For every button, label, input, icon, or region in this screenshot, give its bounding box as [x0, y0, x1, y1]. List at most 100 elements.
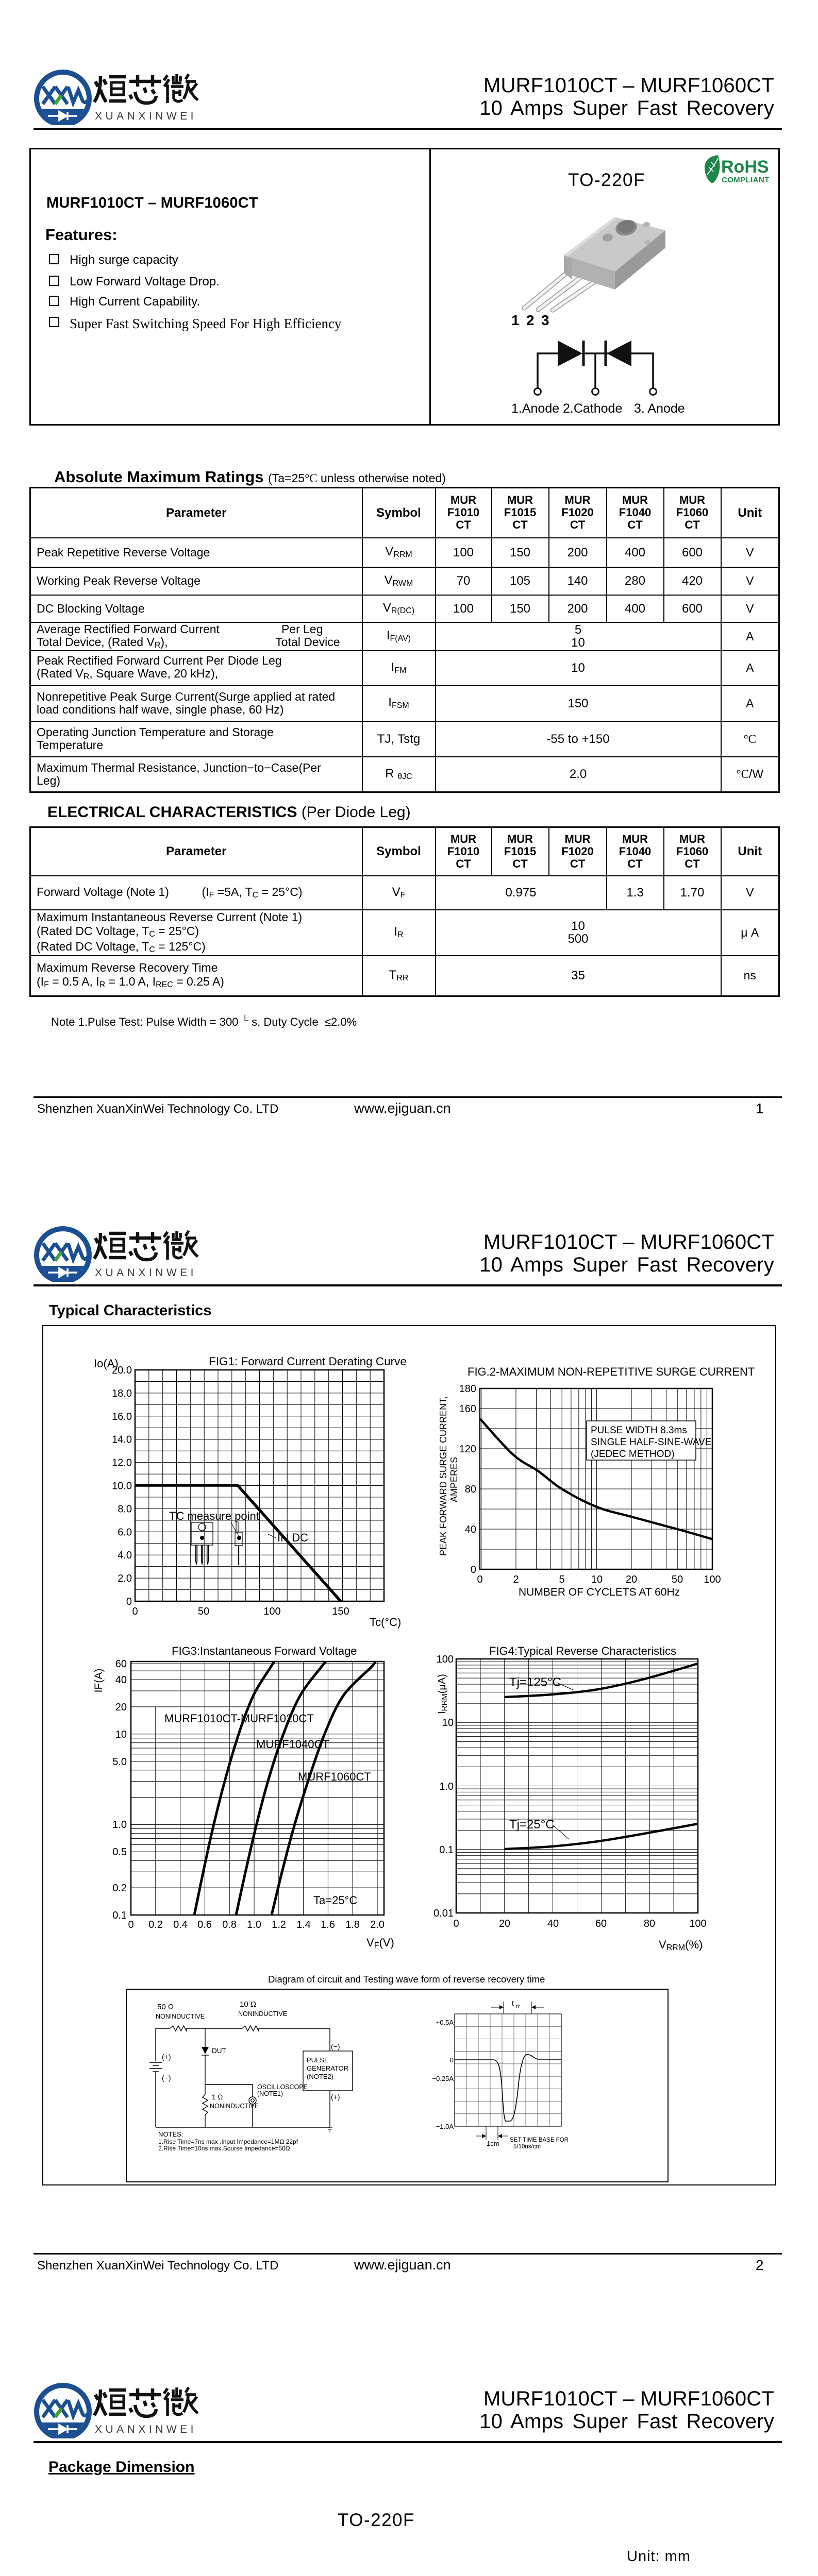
svg-text:TC measure point: TC measure point	[169, 1510, 259, 1522]
svg-text:0.6: 0.6	[197, 1919, 212, 1930]
svg-text:MURF1060CT: MURF1060CT	[298, 1770, 371, 1783]
svg-text:Io(A): Io(A)	[94, 1357, 119, 1370]
svg-text:0: 0	[453, 1918, 459, 1929]
svg-text:Tc(°C): Tc(°C)	[370, 1616, 401, 1629]
svg-text:16.0: 16.0	[112, 1411, 132, 1422]
svg-text:COMPLIANT: COMPLIANT	[722, 176, 770, 184]
svg-text:0.2: 0.2	[148, 1919, 163, 1930]
svg-text:14.0: 14.0	[112, 1434, 132, 1446]
svg-text:12.0: 12.0	[112, 1458, 132, 1469]
svg-text:FIG.2-MAXIMUM NON-REPETITIVE: FIG.2-MAXIMUM NON-REPETITIVE SURGE CURRE…	[468, 1365, 755, 1378]
svg-text:1cm: 1cm	[487, 2140, 499, 2147]
svg-text:IRRM(μA): IRRM(μA)	[437, 1674, 449, 1714]
svg-text:20: 20	[626, 1574, 637, 1585]
svg-text:150: 150	[332, 1606, 349, 1617]
svg-text:1.0: 1.0	[439, 1781, 454, 1792]
svg-text:rr: rr	[516, 2004, 520, 2010]
svg-text:2.Rise Time=10ns max.Sourse Im: 2.Rise Time=10ns max.Sourse Impedance=50…	[158, 2145, 290, 2152]
svg-text:PULSE: PULSE	[307, 2056, 329, 2064]
svg-text:t: t	[512, 1999, 514, 2007]
svg-text:18.0: 18.0	[112, 1388, 132, 1399]
svg-text:4.0: 4.0	[118, 1550, 132, 1561]
svg-text:100: 100	[263, 1606, 280, 1617]
svg-text:1.2: 1.2	[272, 1919, 286, 1930]
svg-text:FIG1: Forward Current Deratin: FIG1: Forward Current Derating Curve	[209, 1355, 407, 1368]
svg-text:60: 60	[115, 1658, 127, 1670]
svg-text:−0.25A: −0.25A	[432, 2075, 454, 2082]
svg-text:SET TIME BASE FOR: SET TIME BASE FOR	[510, 2137, 569, 2143]
svg-text:20: 20	[499, 1918, 510, 1929]
svg-text:100: 100	[689, 1918, 706, 1929]
svg-text:Ta=25°C: Ta=25°C	[313, 1894, 357, 1907]
svg-text:1 Ω: 1 Ω	[212, 2093, 223, 2101]
svg-text:0.4: 0.4	[173, 1919, 188, 1930]
svg-text:(+): (+)	[331, 2093, 340, 2101]
svg-text:8.0: 8.0	[118, 1503, 132, 1515]
svg-text:VF(V): VF(V)	[366, 1936, 394, 1950]
svg-text:(−): (−)	[331, 2042, 340, 2050]
svg-text:2.0: 2.0	[370, 1919, 385, 1930]
svg-text:10: 10	[591, 1574, 603, 1585]
svg-text:50 Ω: 50 Ω	[157, 2003, 174, 2011]
svg-text:NOTES:: NOTES:	[158, 2130, 183, 2138]
svg-text:10.0: 10.0	[112, 1481, 132, 1492]
svg-text:SINGLE HALF-SINE-WAVE: SINGLE HALF-SINE-WAVE	[591, 1437, 711, 1448]
svg-text:10: 10	[442, 1717, 454, 1728]
svg-text:80: 80	[644, 1918, 655, 1929]
svg-text:0.2: 0.2	[112, 1883, 127, 1894]
svg-text:0: 0	[132, 1606, 138, 1617]
svg-text:1.6: 1.6	[321, 1919, 335, 1930]
svg-text:+0.5A: +0.5A	[436, 2019, 454, 2026]
svg-text:40: 40	[115, 1674, 127, 1686]
svg-text:IN DC: IN DC	[277, 1531, 308, 1544]
svg-text:0: 0	[477, 1574, 482, 1585]
svg-text:20: 20	[115, 1702, 127, 1713]
svg-text:120: 120	[459, 1444, 476, 1455]
svg-text:5: 5	[559, 1574, 564, 1585]
svg-text:OSCILLOSCOPE: OSCILLOSCOPE	[257, 2083, 308, 2091]
svg-text:10 Ω: 10 Ω	[240, 2000, 256, 2009]
svg-text:20.0: 20.0	[112, 1365, 132, 1376]
svg-text:80: 80	[465, 1484, 476, 1495]
svg-text:AMPERES: AMPERES	[449, 1457, 459, 1502]
svg-text:VRRM(%): VRRM(%)	[659, 1938, 703, 1952]
svg-text:1.0: 1.0	[112, 1819, 127, 1831]
svg-text:GENERATOR: GENERATOR	[307, 2064, 348, 2072]
svg-text:NONINDUCTIVE: NONINDUCTIVE	[156, 2013, 205, 2020]
svg-text:100: 100	[437, 1654, 454, 1665]
svg-text:0: 0	[126, 1596, 132, 1607]
svg-text:0.01: 0.01	[433, 1908, 454, 1919]
svg-text:1.4: 1.4	[296, 1919, 311, 1930]
svg-text:0.1: 0.1	[112, 1910, 127, 1921]
svg-text:(−): (−)	[162, 2074, 171, 2082]
svg-text:MURF1010CT-MURF1020CT: MURF1010CT-MURF1020CT	[164, 1712, 314, 1725]
svg-text:2: 2	[513, 1574, 519, 1585]
svg-text:PULSE WIDTH 8.3ms: PULSE WIDTH 8.3ms	[591, 1425, 687, 1436]
svg-text:1.0: 1.0	[247, 1919, 261, 1930]
svg-text:FIG3:Instantaneous Forward Vol: FIG3:Instantaneous Forward Voltage	[172, 1645, 357, 1657]
svg-text:DUT: DUT	[212, 2047, 226, 2055]
svg-text:(NOTE2): (NOTE2)	[307, 2073, 333, 2080]
svg-text:1.8: 1.8	[345, 1919, 360, 1930]
svg-text:50: 50	[198, 1606, 209, 1617]
svg-text:160: 160	[459, 1403, 476, 1415]
svg-text:6.0: 6.0	[118, 1527, 132, 1538]
svg-text:0: 0	[471, 1564, 476, 1575]
svg-text:2.0: 2.0	[118, 1573, 132, 1584]
svg-text:RoHS: RoHS	[721, 157, 769, 177]
svg-text:0.5: 0.5	[112, 1846, 127, 1858]
svg-text:MURF1040CT: MURF1040CT	[256, 1738, 329, 1751]
svg-text:NONINDUCTIVE: NONINDUCTIVE	[210, 2103, 259, 2110]
svg-text:NONINDUCTIVE: NONINDUCTIVE	[238, 2010, 287, 2018]
svg-text:(JEDEC METHOD): (JEDEC METHOD)	[591, 1449, 675, 1460]
svg-text:0: 0	[128, 1919, 133, 1930]
svg-text:5/10ns/cm: 5/10ns/cm	[513, 2144, 541, 2150]
svg-text:0.8: 0.8	[222, 1919, 237, 1930]
svg-text:(+): (+)	[162, 2053, 171, 2061]
svg-text:NUMBER OF CYCLETS AT 60Hz: NUMBER OF CYCLETS AT 60Hz	[519, 1586, 680, 1598]
svg-text:100: 100	[704, 1574, 721, 1585]
svg-text:0.1: 0.1	[439, 1844, 454, 1856]
svg-text:60: 60	[595, 1918, 607, 1929]
svg-text:5.0: 5.0	[112, 1756, 127, 1768]
svg-text:Tj=125°C: Tj=125°C	[509, 1675, 561, 1689]
